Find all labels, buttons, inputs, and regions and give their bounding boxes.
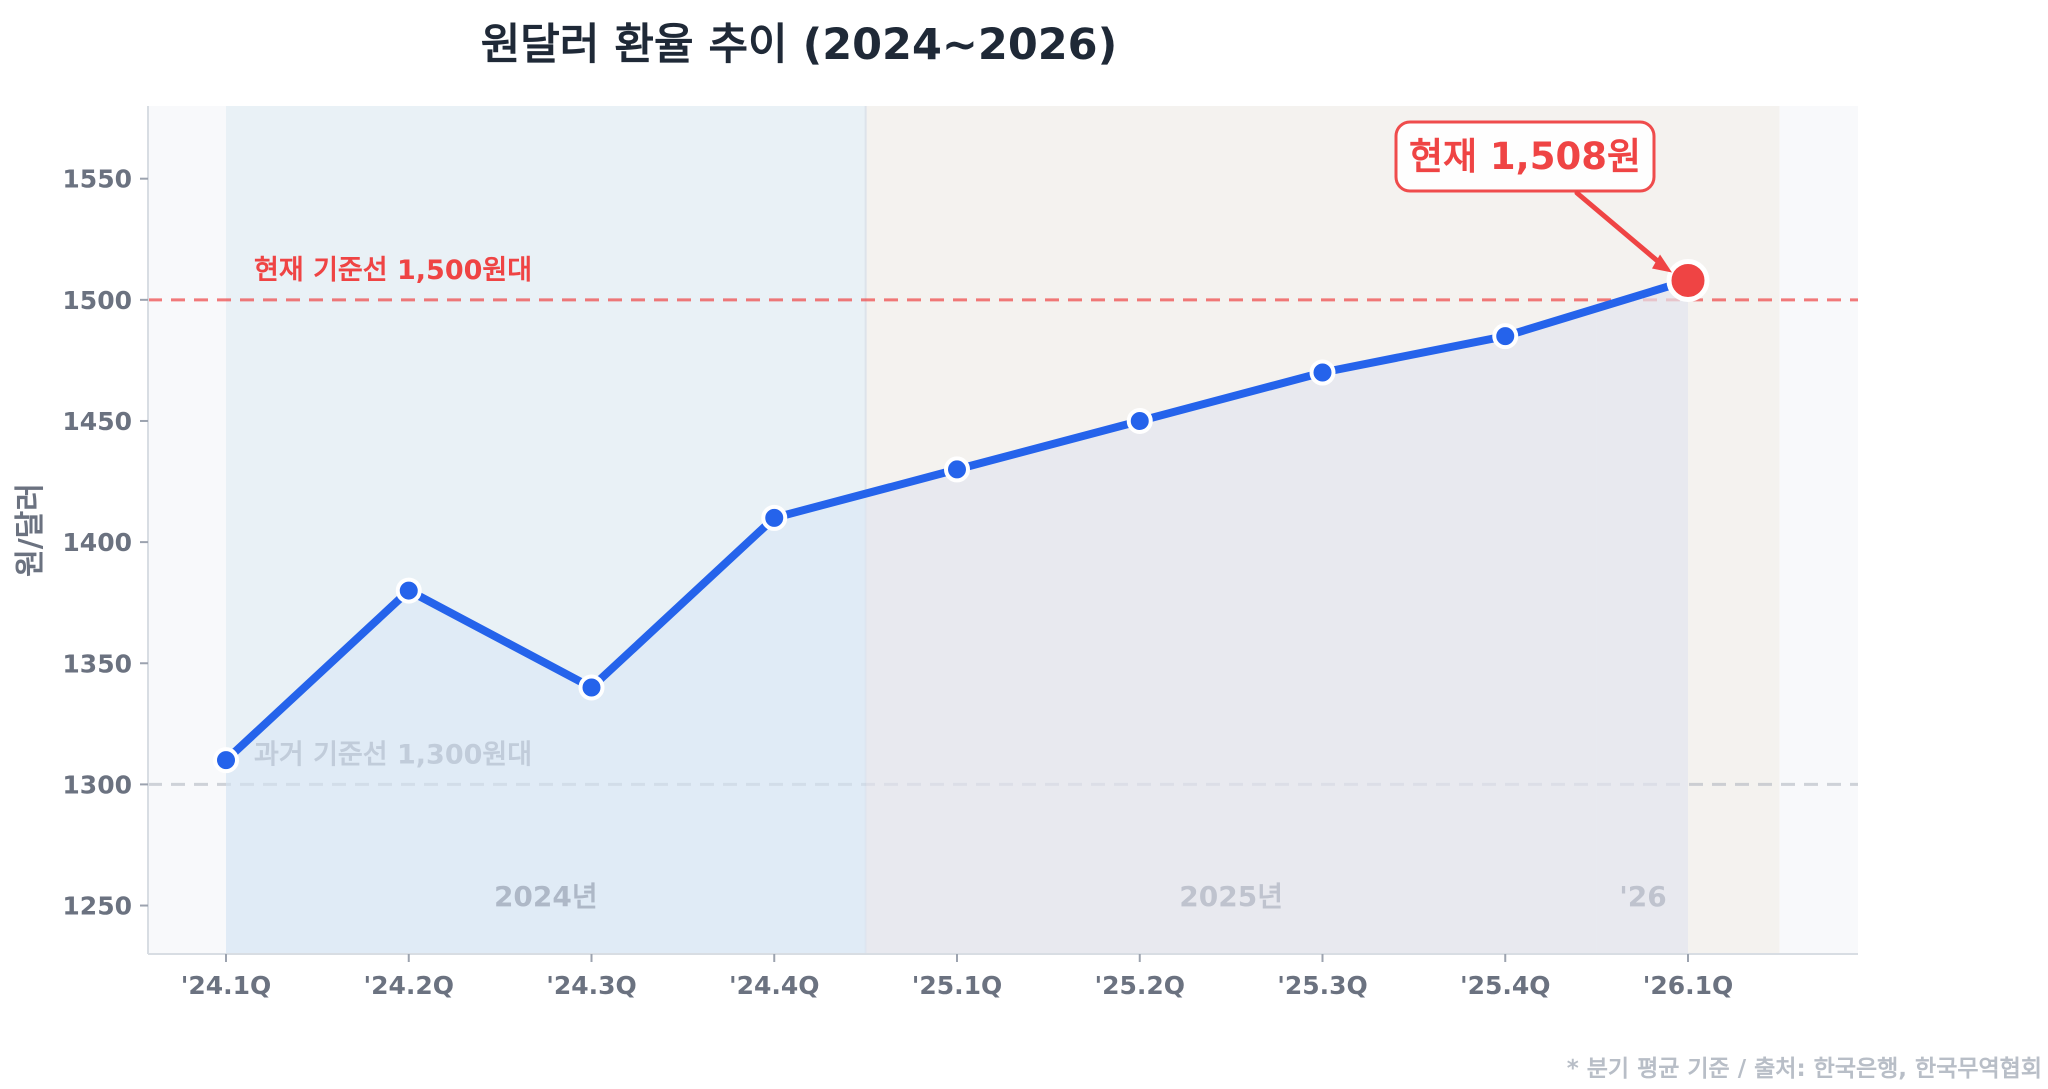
x-tick-label: '24.4Q bbox=[729, 971, 820, 1000]
annotation-arrowhead bbox=[1652, 254, 1672, 273]
data-point bbox=[578, 674, 605, 701]
data-point bbox=[213, 747, 239, 774]
y-tick-label: 1300 bbox=[62, 770, 132, 799]
x-tick-label: '25.3Q bbox=[1277, 971, 1368, 1000]
data-point bbox=[1126, 407, 1153, 434]
footnote: * 분기 평균 기준 / 출처: 한국은행, 한국무역협회 bbox=[1566, 1056, 2042, 1082]
x-tick-label: '25.4Q bbox=[1460, 971, 1551, 1000]
x-tick-label: '24.3Q bbox=[546, 971, 637, 1000]
x-tick-label: '24.1Q bbox=[181, 971, 272, 1000]
x-tick-label: '25.2Q bbox=[1094, 971, 1185, 1000]
y-axis-label: 원/달러 bbox=[13, 483, 48, 577]
x-tick-label: '25.1Q bbox=[912, 971, 1003, 1000]
data-point bbox=[1492, 323, 1519, 350]
y-tick-label: 1400 bbox=[62, 528, 132, 557]
annotation-arrow bbox=[1574, 190, 1667, 269]
data-point bbox=[395, 577, 422, 604]
x-tick-label: '26.1Q bbox=[1643, 971, 1734, 1000]
x-tick-label: '24.2Q bbox=[363, 971, 454, 1000]
y-tick-label: 1450 bbox=[62, 407, 132, 436]
y-tick-label: 1250 bbox=[62, 892, 132, 921]
area-fill bbox=[226, 493, 866, 954]
data-point bbox=[944, 456, 970, 483]
reference-line-label: 현재 기준선 1,500원대 bbox=[254, 255, 532, 286]
y-tick-label: 1500 bbox=[62, 286, 132, 315]
y-tick-label: 1350 bbox=[62, 649, 132, 678]
chart-title: 원달러 환율 추이 (2024~2026) bbox=[480, 20, 1118, 70]
annotation-label: 현재 1,508원 bbox=[1409, 135, 1641, 178]
data-point bbox=[761, 504, 788, 531]
area-fill bbox=[865, 280, 1688, 954]
data-point bbox=[1309, 359, 1336, 386]
y-tick-label: 1550 bbox=[62, 165, 132, 194]
current-point bbox=[1666, 258, 1710, 302]
annotation-box bbox=[1394, 120, 1656, 193]
